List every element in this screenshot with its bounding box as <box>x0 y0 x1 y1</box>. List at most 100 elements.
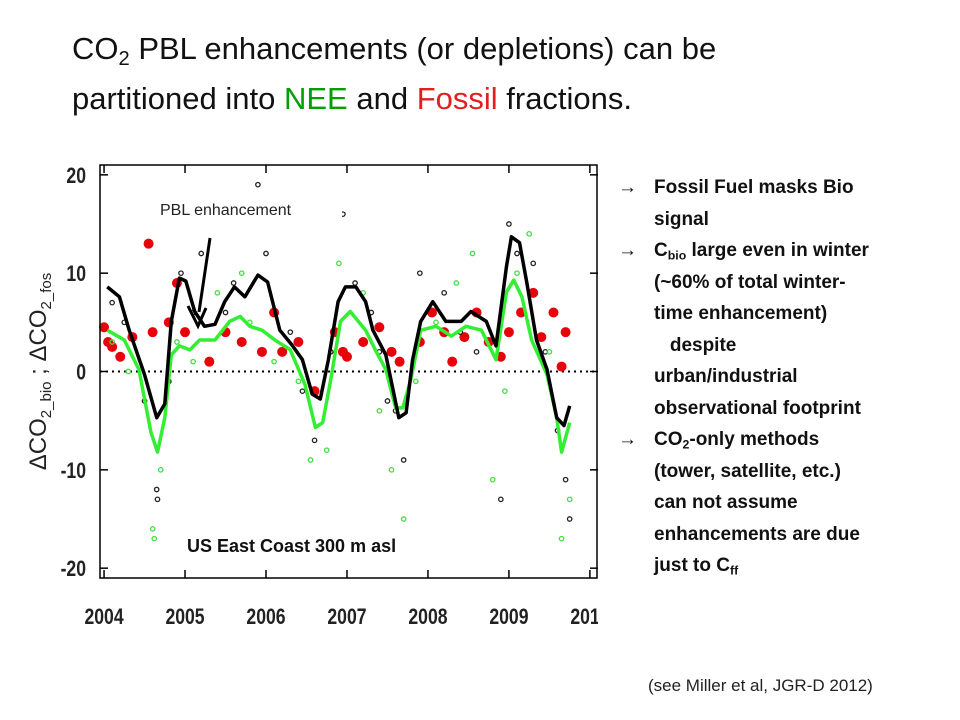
open-point <box>174 339 180 345</box>
open-point <box>154 496 161 503</box>
text-run: time enhancement) <box>654 303 828 324</box>
open-point <box>400 457 407 463</box>
y-tick-label: 20 <box>66 164 86 188</box>
open-point <box>384 398 391 404</box>
bullet-line: (~60% of total winter- <box>618 267 958 299</box>
annotation: PBL enhancement <box>160 202 292 219</box>
label-sub: 2_bio <box>38 382 55 419</box>
text-run: (tower, satellite, etc.) <box>654 460 841 482</box>
fossil-point <box>548 307 559 318</box>
fossil-point <box>204 356 215 367</box>
text-run: can not assume <box>654 492 798 513</box>
open-point <box>400 516 407 522</box>
bullet-line: → Fossil Fuel masks Bio <box>618 172 958 204</box>
open-point <box>190 358 196 365</box>
fossil-point <box>277 346 288 357</box>
y-tick-label: -20 <box>61 557 86 581</box>
annotation-bg <box>156 196 342 220</box>
open-point <box>153 486 160 493</box>
fossil-point <box>386 346 397 357</box>
open-point <box>526 230 533 237</box>
open-point <box>506 221 512 227</box>
bullet-line: (tower, satellite, etc.) <box>618 456 958 488</box>
x-tick-label: 2005 <box>165 605 204 629</box>
text-run: fractions. <box>497 81 633 116</box>
text-run: observational footprint <box>654 397 861 419</box>
open-point <box>214 289 221 296</box>
open-point <box>469 250 476 257</box>
text-run: PBL enhancements (or depletions) can be <box>129 31 717 66</box>
bullet-line: just to Cff <box>618 550 958 582</box>
open-point <box>255 181 261 188</box>
open-point <box>566 496 573 503</box>
bullet-line: can not assume <box>618 487 958 519</box>
open-point <box>311 437 318 444</box>
open-point <box>489 476 496 483</box>
fossil-point <box>143 238 154 249</box>
fossil-point <box>180 327 191 338</box>
open-point <box>412 378 419 385</box>
bullet-line: → Cbio large even in winter <box>618 235 958 267</box>
open-point <box>307 457 314 463</box>
fossil-point <box>447 356 458 367</box>
slide-title: CO2 PBL enhancements (or depletions) can… <box>72 24 716 124</box>
bullet-list: → Fossil Fuel masks Bio signal → Cbio large … <box>618 172 958 582</box>
text-run: 2 <box>118 48 130 71</box>
annotation: US East Coast 300 m asl <box>187 536 396 556</box>
x-tick-label: 2009 <box>489 605 528 629</box>
text-run: NEE <box>283 81 348 116</box>
open-point <box>299 388 306 395</box>
bullet-line: time enhancement) <box>618 298 958 330</box>
open-point <box>323 447 330 454</box>
bullet-line: observational footprint <box>618 393 958 425</box>
annotation-bg <box>183 530 448 558</box>
open-point <box>125 368 132 375</box>
citation: (see Miller et al, JGR-D 2012) <box>648 676 873 695</box>
x-tick-label: 2006 <box>246 605 285 629</box>
text-run: and <box>347 81 417 116</box>
fossil-point <box>503 327 514 338</box>
text-run: signal <box>654 208 709 230</box>
text-run: Fossil <box>416 81 498 116</box>
open-point <box>149 525 156 532</box>
label-sub: 2_fos <box>38 273 55 310</box>
y-tick-label: 10 <box>66 262 86 286</box>
bullet-marker: → <box>618 177 637 198</box>
y-tick-label: -10 <box>61 459 86 483</box>
annotation-arrowhead <box>186 305 208 330</box>
chart: 20100-10-202004200520062007200820092010Δ… <box>25 164 598 630</box>
open-point <box>230 280 237 286</box>
open-point <box>453 280 460 286</box>
open-point <box>336 260 342 267</box>
trend-line <box>106 235 572 428</box>
title-line: CO2 PBL enhancements (or depletions) can… <box>72 24 716 74</box>
title-line: partitioned into NEE and Fossil fraction… <box>72 74 716 124</box>
open-point <box>109 299 115 306</box>
bullet-line: signal <box>618 204 958 236</box>
fossil-point <box>374 322 385 333</box>
fossil-point <box>394 356 405 367</box>
text-run: just to C <box>654 555 730 576</box>
open-point <box>514 250 520 257</box>
plot-frame <box>99 164 598 579</box>
open-point <box>441 289 447 296</box>
y-axis-label: ΔCO2_bio ; ΔCO2_fos <box>25 273 55 470</box>
bullet-marker: → <box>618 429 637 450</box>
bullet-line: despite <box>618 330 958 362</box>
fossil-point <box>560 327 571 338</box>
bullet-line: enhancements are due <box>618 519 958 551</box>
fossil-point <box>556 361 567 372</box>
open-point <box>151 535 158 542</box>
fossil-point <box>236 337 247 347</box>
open-point <box>352 280 358 286</box>
text-run: CO <box>654 429 683 450</box>
open-point <box>376 407 383 414</box>
label-run: ΔCO <box>25 418 52 470</box>
open-point <box>222 309 229 316</box>
fossil-point <box>459 332 470 343</box>
open-point <box>497 496 504 503</box>
annotation-arrow <box>197 237 212 313</box>
bullet-line: → CO2-only methods <box>618 424 958 456</box>
open-point <box>566 516 573 522</box>
